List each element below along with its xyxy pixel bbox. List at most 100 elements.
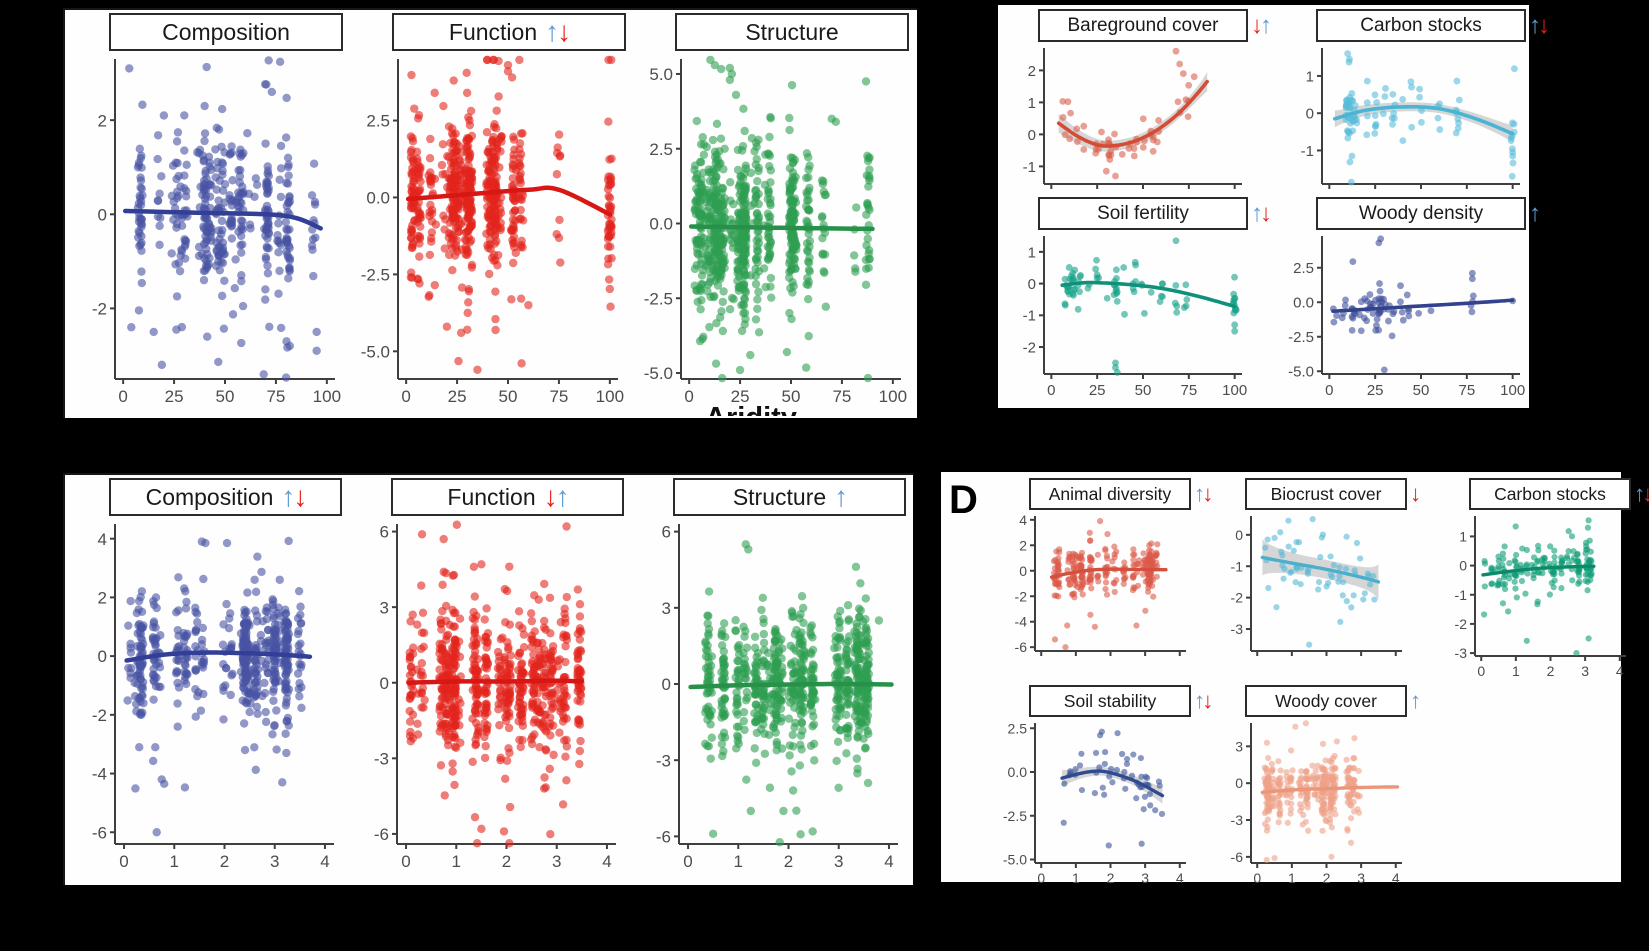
svg-text:-2: -2 <box>92 706 107 725</box>
svg-text:-1: -1 <box>1455 587 1468 603</box>
svg-text:-6: -6 <box>1015 639 1028 655</box>
clipped-axis-caption-text: Aridity <box>705 402 797 416</box>
facet-strip: Animal diversity ↑↓ <box>1029 478 1214 510</box>
trend-line <box>1260 785 1400 795</box>
facet-title: Bareground cover <box>1067 14 1219 36</box>
trend-direction-arrows: ↑ <box>834 481 848 513</box>
trend-direction-arrows: ↑ <box>1410 688 1421 714</box>
facet-strip: Soil stability ↑↓ <box>1029 685 1214 717</box>
svg-text:0: 0 <box>98 205 107 224</box>
trend-line <box>1333 105 1515 136</box>
facet-panel-carbon-stocks: Carbon stocks ↑↓ 1 0 -1 <box>1278 9 1550 194</box>
scatter-plot: 2.5 0.0 -2.5 -5.0 0 25 50 75 100 <box>361 55 624 406</box>
facet-title: Function <box>448 18 538 45</box>
svg-text:100: 100 <box>313 387 341 406</box>
svg-text:0: 0 <box>1459 558 1467 574</box>
svg-text:-4: -4 <box>92 765 107 784</box>
svg-text:-1: -1 <box>1023 308 1036 325</box>
clipped-axis-caption: Aridity <box>636 402 866 416</box>
up-arrow-icon: ↑ <box>1410 688 1421 713</box>
scatter-plot: 6 3 0 -3 -6 0 1 2 3 4 <box>656 523 898 871</box>
up-arrow-icon: ↑ <box>1194 688 1205 713</box>
trend-direction-arrows: ↓↑ <box>544 481 570 513</box>
trend-direction-arrows: ↑↓ <box>1194 481 1214 507</box>
facet-grid: Composition 2 0 -2 0 25 50 75 100 Function ↑↓ 2.5 0.… <box>65 10 917 415</box>
facet-grid: Bareground cover ↓↑ 2 1 0 -1 Carbon stocks ↑↓ 1 0… <box>998 5 1550 402</box>
trend-line <box>405 185 613 217</box>
facet-panel-biocrust-cover: Biocrust cover ↓ 0 -1 -2 -3 <box>1209 478 1421 660</box>
svg-text:4: 4 <box>884 852 893 871</box>
svg-text:-5.0: -5.0 <box>1288 364 1314 381</box>
facet-title: Soil fertility <box>1097 202 1189 224</box>
facet-title: Biocrust cover <box>1270 483 1382 504</box>
svg-text:2: 2 <box>220 852 229 871</box>
svg-text:2: 2 <box>98 111 107 130</box>
facet-panel-bareground-cover: Bareground cover ↓↑ 2 1 0 -1 <box>1000 9 1272 194</box>
facet-title: Function <box>447 483 536 510</box>
svg-text:75: 75 <box>832 387 851 406</box>
svg-text:50: 50 <box>782 387 801 406</box>
trend-direction-arrows: ↑↓ <box>281 481 307 513</box>
svg-text:6: 6 <box>662 523 671 542</box>
facet-panel-woody-density: Woody density ↑ 2.5 0.0 -2.5 -5.0 0 25 50 75 100 <box>1278 197 1541 402</box>
facet-panel-structure: Structure 5.0 2.5 0.0 -2.5 -5.0 0 25 50 75 100 <box>631 13 909 415</box>
svg-text:3: 3 <box>270 852 279 871</box>
svg-text:0: 0 <box>1325 382 1333 399</box>
trend-direction-arrows: ↑↓ <box>1194 688 1214 714</box>
svg-text:3: 3 <box>552 852 561 871</box>
svg-text:2.5: 2.5 <box>366 112 390 131</box>
trend-line <box>1060 769 1165 798</box>
svg-text:-2: -2 <box>1023 339 1036 356</box>
svg-text:-6: -6 <box>374 825 389 844</box>
trend-line <box>1331 298 1515 313</box>
facet-title: Structure <box>732 483 827 510</box>
facet-title: Carbon stocks <box>1494 483 1606 504</box>
facet-panel-composition: Composition ↑↓ 4 2 0 -2 -4 -6 0 1 2 3 4 <box>65 478 342 880</box>
facet-title: Soil stability <box>1063 690 1157 711</box>
up-arrow-icon: ↑ <box>1529 199 1541 227</box>
facet-title: Woody density <box>1358 202 1484 224</box>
svg-text:0: 0 <box>98 647 107 666</box>
svg-text:75: 75 <box>549 387 568 406</box>
svg-text:-5.0: -5.0 <box>361 342 390 361</box>
svg-text:0: 0 <box>380 674 389 693</box>
svg-text:-2: -2 <box>1455 616 1468 632</box>
down-arrow-icon: ↓ <box>1202 481 1213 506</box>
facet-group-top-left: Composition 2 0 -2 0 25 50 75 100 Function ↑↓ 2.5 0.… <box>63 8 917 418</box>
facet-title: Woody cover <box>1275 690 1377 711</box>
svg-text:0: 0 <box>118 387 127 406</box>
svg-text:-4: -4 <box>1015 614 1028 630</box>
svg-text:75: 75 <box>266 387 285 406</box>
svg-text:25: 25 <box>1089 382 1106 399</box>
trend-direction-arrows: ↑↓ <box>1634 481 1649 507</box>
svg-text:100: 100 <box>596 387 624 406</box>
facet-title: Composition <box>162 18 290 45</box>
svg-text:3: 3 <box>662 599 671 618</box>
up-arrow-icon: ↑ <box>1260 11 1272 39</box>
down-arrow-icon: ↓ <box>557 16 571 47</box>
svg-text:25: 25 <box>448 387 467 406</box>
scatter-plot: 1 0 -1 <box>1301 48 1520 189</box>
up-arrow-icon: ↑ <box>545 16 559 47</box>
facet-panel-composition: Composition 2 0 -2 0 25 50 75 100 <box>65 13 343 415</box>
facet-strip: Biocrust cover ↓ <box>1245 478 1421 510</box>
svg-text:0.0: 0.0 <box>649 215 673 234</box>
facet-strip: Woody cover ↑ <box>1245 685 1421 717</box>
facet-panel-soil-stability: Soil stability ↑↓ 2.5 0.0 -2.5 -5.0 0 1 2 3 4 <box>993 685 1214 889</box>
svg-text:0.0: 0.0 <box>1293 295 1314 312</box>
svg-text:4: 4 <box>602 852 611 871</box>
svg-text:2: 2 <box>98 589 107 608</box>
facet-strip: Woody density ↑ <box>1316 197 1541 230</box>
svg-text:1: 1 <box>1459 528 1467 544</box>
svg-text:25: 25 <box>165 387 184 406</box>
svg-text:50: 50 <box>1413 382 1430 399</box>
svg-text:4: 4 <box>1019 512 1027 528</box>
facet-strip: Carbon stocks ↑↓ <box>1469 478 1649 510</box>
up-arrow-icon: ↑ <box>1529 11 1541 39</box>
svg-text:100: 100 <box>879 387 907 406</box>
facet-group-top-right: Bareground cover ↓↑ 2 1 0 -1 Carbon stocks ↑↓ 1 0… <box>998 5 1550 408</box>
svg-text:2: 2 <box>784 852 793 871</box>
svg-text:25: 25 <box>731 387 750 406</box>
svg-text:-2: -2 <box>92 300 107 319</box>
svg-text:-5.0: -5.0 <box>644 364 673 383</box>
